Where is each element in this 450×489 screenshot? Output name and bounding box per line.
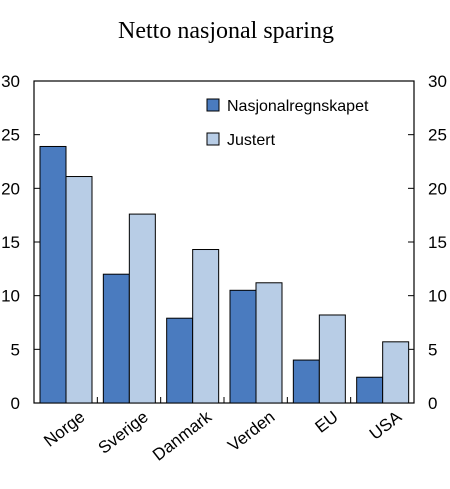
legend-label-nasjonalregnskapet: Nasjonalregnskapet (227, 98, 369, 115)
bar-nasjonalregnskapet (292, 359, 320, 404)
y-tick-label-right: 25 (428, 126, 447, 145)
bar-justert (255, 282, 283, 404)
category-label: USA (366, 407, 406, 444)
y-tick-label-right: 10 (428, 287, 447, 306)
y-tick-label-left: 30 (1, 72, 20, 91)
legend: Nasjonalregnskapet Justert (206, 98, 369, 149)
bar-justert (65, 176, 93, 404)
bar-nasjonalregnskapet (39, 145, 67, 404)
bar-nasjonalregnskapet (102, 273, 130, 404)
category-label: Verden (224, 407, 278, 455)
legend-swatch-justert (206, 132, 220, 146)
y-tick-label-left: 25 (1, 126, 20, 145)
y-tick-label-left: 5 (11, 340, 20, 359)
legend-label-justert: Justert (227, 132, 276, 149)
category-label: Sverige (95, 407, 152, 457)
y-tick-label-left: 20 (1, 179, 20, 198)
y-tick-label-left: 10 (1, 287, 20, 306)
bar-justert (128, 213, 156, 404)
chart-title: Netto nasjonal sparing (118, 18, 334, 44)
y-tick-label-left: 0 (11, 394, 20, 413)
bar-nasjonalregnskapet (356, 376, 384, 404)
bar-justert (192, 249, 220, 404)
bar-justert (382, 341, 410, 404)
bar-justert (318, 314, 346, 404)
category-label: Danmark (149, 407, 215, 465)
category-label: Norge (40, 407, 88, 450)
y-tick-label-left: 15 (1, 233, 20, 252)
y-tick-label-right: 5 (428, 340, 437, 359)
bar-nasjonalregnskapet (229, 289, 257, 404)
category-label: EU (311, 407, 341, 437)
y-tick-label-right: 15 (428, 233, 447, 252)
y-tick-label-right: 20 (428, 179, 447, 198)
y-tick-label-right: 0 (428, 394, 437, 413)
legend-swatch-nasjonalregnskapet (206, 98, 220, 112)
plot-area: 0 0 5 5 10 10 15 15 20 20 25 25 30 30 Norge SverigeDanm… (1, 72, 447, 465)
y-tick-label-right: 30 (428, 72, 447, 91)
bar-nasjonalregnskapet (166, 317, 194, 404)
